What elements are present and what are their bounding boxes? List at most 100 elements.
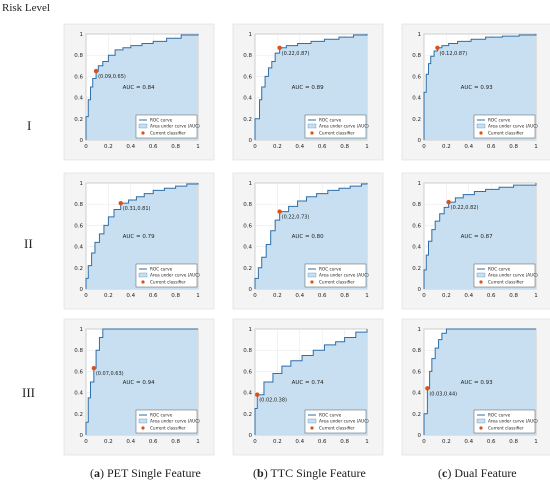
legend-area-swatch xyxy=(307,272,317,278)
y-tick-label: 1 xyxy=(80,327,84,333)
x-tick-label: 0.4 xyxy=(464,144,473,150)
x-tick-label: 0.6 xyxy=(487,439,496,445)
roc-panel-III-a: 0 0.2 0.4 0.6 0.8 1 0 0.2 0.4 0.6 0.8 1 AUC = 0.94 (0… xyxy=(63,318,215,456)
legend-area-label: Area under curve (AUC) xyxy=(488,273,538,278)
x-tick-label: 0.4 xyxy=(464,439,473,445)
x-tick-label: 0.4 xyxy=(295,293,304,299)
x-tick-label: 0.6 xyxy=(149,439,158,445)
x-tick-label: 0 xyxy=(84,439,88,445)
x-tick-label: 0.4 xyxy=(126,144,135,150)
row-header: Risk Level xyxy=(2,2,50,14)
legend-point-swatch xyxy=(141,280,145,284)
current-classifier-label: (0.22,0.73) xyxy=(282,215,310,221)
current-classifier-label: (0.12,0.87) xyxy=(439,51,467,57)
y-tick-label: 0.6 xyxy=(74,74,83,80)
x-tick-label: 1 xyxy=(534,439,538,445)
legend-area-label: Area under curve (AUC) xyxy=(488,124,538,129)
x-tick-label: 0.8 xyxy=(171,293,180,299)
legend-point-swatch xyxy=(310,280,314,284)
y-tick-label: 0 xyxy=(249,138,253,144)
y-tick-label: 0.4 xyxy=(412,245,421,251)
legend-area-label: Area under curve (AUC) xyxy=(319,124,369,129)
current-classifier-label: (0.07,0.63) xyxy=(96,371,124,377)
auc-area xyxy=(255,34,367,140)
legend-area-label: Area under curve (AUC) xyxy=(488,419,538,424)
y-tick-label: 0 xyxy=(249,433,253,439)
roc-panel-II-c: 0 0.2 0.4 0.6 0.8 1 0 0.2 0.4 0.6 0.8 1 AUC = 0.87 (0… xyxy=(401,172,550,310)
y-tick-label: 0.2 xyxy=(243,266,252,272)
current-classifier-point xyxy=(425,386,430,391)
x-tick-label: 0.2 xyxy=(104,293,113,299)
row-label-1: I xyxy=(27,118,32,133)
x-tick-label: 0 xyxy=(422,144,426,150)
auc-area xyxy=(424,34,536,140)
legend-point-label: Current classifier xyxy=(150,131,186,136)
legend-point-swatch xyxy=(141,131,145,135)
y-tick-label: 0.6 xyxy=(412,369,421,375)
x-tick-label: 0 xyxy=(422,439,426,445)
x-tick-label: 1 xyxy=(196,293,200,299)
legend-point-swatch xyxy=(479,426,483,430)
y-tick-label: 0.4 xyxy=(74,96,83,102)
y-tick-label: 1 xyxy=(418,32,422,38)
x-tick-label: 0.8 xyxy=(340,144,349,150)
y-tick-label: 0.4 xyxy=(243,391,252,397)
y-tick-label: 0.2 xyxy=(74,266,83,272)
x-tick-label: 0.4 xyxy=(295,144,304,150)
y-tick-label: 1 xyxy=(418,181,422,187)
x-tick-label: 0.2 xyxy=(104,439,113,445)
roc-curve xyxy=(85,183,199,289)
auc-area xyxy=(86,34,198,140)
auc-label: AUC = 0.74 xyxy=(292,380,324,386)
y-tick-label: 0.6 xyxy=(243,74,252,80)
x-tick-label: 0.6 xyxy=(487,293,496,299)
legend-area-swatch xyxy=(476,272,486,278)
column-tag-c: c xyxy=(442,466,448,480)
x-tick-label: 0.2 xyxy=(442,439,451,445)
auc-label: AUC = 0.79 xyxy=(123,234,155,240)
roc-curve xyxy=(85,34,199,140)
legend-box xyxy=(473,263,536,288)
y-tick-label: 0.6 xyxy=(412,74,421,80)
legend-point-label: Current classifier xyxy=(488,280,524,285)
legend-area-label: Area under curve (AUC) xyxy=(319,273,369,278)
current-classifier-point xyxy=(93,68,99,74)
y-tick-label: 0.6 xyxy=(412,223,421,229)
auc-label: AUC = 0.89 xyxy=(292,85,324,91)
column-title-c: Dual Feature xyxy=(454,466,517,480)
y-tick-label: 1 xyxy=(418,327,422,333)
roc-panel-I-b: 0 0.2 0.4 0.6 0.8 1 0 0.2 0.4 0.6 0.8 1 AUC = 0.89 (0… xyxy=(232,23,384,161)
legend-area-swatch xyxy=(476,123,486,129)
auc-area xyxy=(255,183,367,289)
y-tick-label: 0 xyxy=(80,287,84,293)
roc-curve xyxy=(423,328,536,435)
x-tick-label: 0.6 xyxy=(318,293,327,299)
current-classifier-point xyxy=(435,45,440,50)
legend-point-label: Current classifier xyxy=(319,426,355,431)
column-tag-b: b xyxy=(257,466,264,480)
legend-point-label: Current classifier xyxy=(488,131,524,136)
x-tick-label: 0.6 xyxy=(149,144,158,150)
y-tick-label: 0.2 xyxy=(74,117,83,123)
x-tick-label: 1 xyxy=(196,439,200,445)
y-tick-label: 0 xyxy=(80,138,84,144)
legend-box xyxy=(135,409,198,434)
legend-box xyxy=(473,409,536,434)
current-classifier-label: (0.22,0.82) xyxy=(451,205,479,211)
legend-point-label: Current classifier xyxy=(319,131,355,136)
legend-roc-label: ROC curve xyxy=(150,267,173,272)
x-tick-label: 0.8 xyxy=(509,144,518,150)
legend-roc-label: ROC curve xyxy=(150,413,173,418)
x-tick-label: 1 xyxy=(534,144,538,150)
y-tick-label: 1 xyxy=(80,32,84,38)
current-classifier-point xyxy=(255,392,260,397)
x-tick-label: 0.4 xyxy=(126,293,135,299)
y-tick-label: 0 xyxy=(249,287,253,293)
x-tick-label: 0.4 xyxy=(126,439,135,445)
x-tick-label: 0 xyxy=(253,293,257,299)
row-label-3: III xyxy=(22,385,35,400)
legend-box xyxy=(135,263,198,288)
current-classifier-point xyxy=(446,199,451,205)
legend-point-swatch xyxy=(141,426,145,430)
current-classifier-label: (0.09,0.65) xyxy=(98,74,126,80)
